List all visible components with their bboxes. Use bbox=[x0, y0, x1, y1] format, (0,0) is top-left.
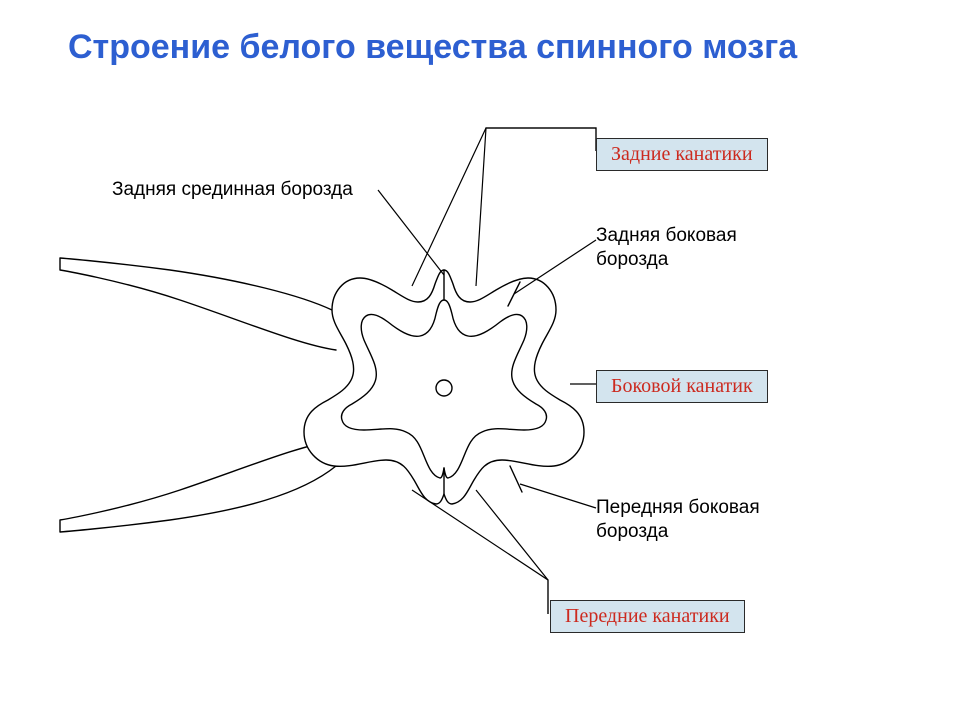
label-anterior-lateral-sulcus: Передняя боковаяборозда bbox=[596, 496, 760, 544]
label-posterior-median-sulcus: Задняя срединная борозда bbox=[112, 178, 353, 202]
box-lateral-funiculus: Боковой канатик bbox=[596, 370, 768, 403]
spinal-cord-diagram bbox=[0, 0, 960, 720]
box-posterior-funiculi: Задние канатики bbox=[596, 138, 768, 171]
label-posterior-lateral-sulcus: Задняя боковаяборозда bbox=[596, 224, 737, 272]
box-anterior-funiculi: Передние канатики bbox=[550, 600, 745, 633]
